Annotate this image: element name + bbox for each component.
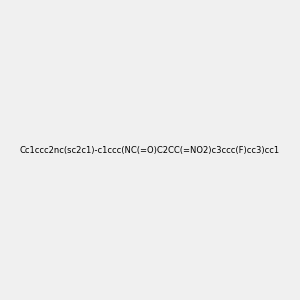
Text: Cc1ccc2nc(sc2c1)-c1ccc(NC(=O)C2CC(=NO2)c3ccc(F)cc3)cc1: Cc1ccc2nc(sc2c1)-c1ccc(NC(=O)C2CC(=NO2)c… <box>20 146 280 154</box>
